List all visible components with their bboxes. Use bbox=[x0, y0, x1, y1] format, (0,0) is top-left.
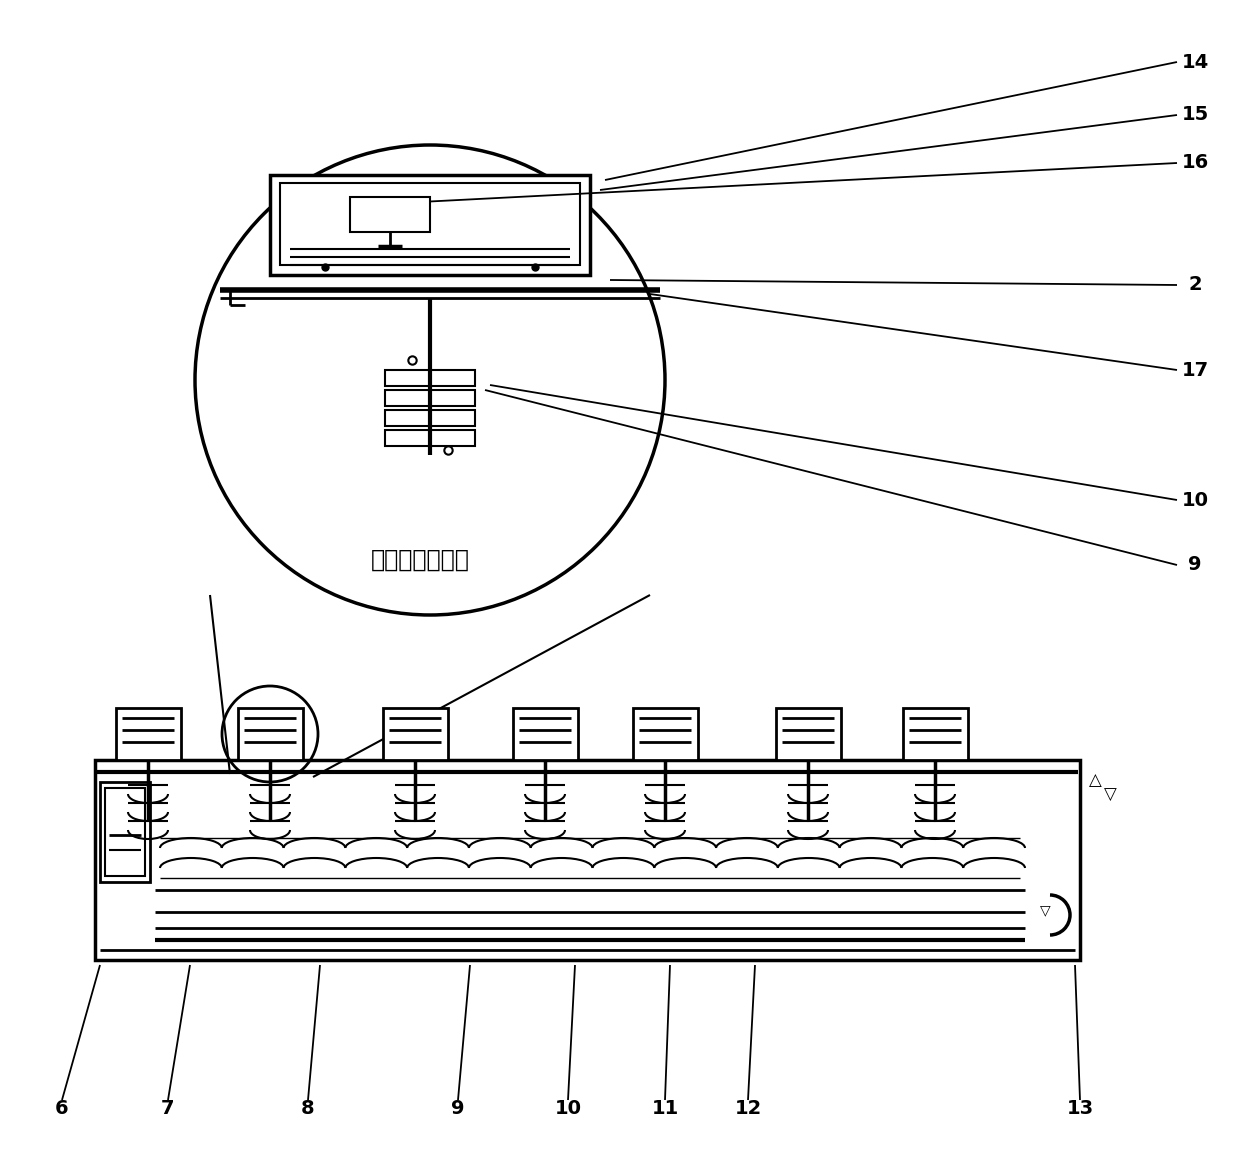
Text: 16: 16 bbox=[1182, 154, 1209, 173]
Text: 15: 15 bbox=[1182, 105, 1209, 125]
Bar bbox=[384, 371, 475, 386]
Bar bbox=[270, 175, 590, 274]
Bar bbox=[100, 782, 150, 882]
Bar bbox=[383, 708, 448, 760]
Bar bbox=[117, 708, 181, 760]
Bar bbox=[384, 390, 475, 406]
Text: 10: 10 bbox=[554, 1099, 582, 1117]
Circle shape bbox=[195, 145, 665, 615]
Text: 14: 14 bbox=[1182, 52, 1209, 72]
Text: 13: 13 bbox=[1066, 1099, 1094, 1117]
Text: 9: 9 bbox=[1188, 556, 1202, 574]
Bar bbox=[776, 708, 841, 760]
Text: 8: 8 bbox=[301, 1099, 315, 1117]
Bar bbox=[105, 787, 145, 875]
Text: 9: 9 bbox=[451, 1099, 465, 1117]
Text: （局部放大图）: （局部放大图） bbox=[371, 548, 470, 572]
Text: 2: 2 bbox=[1188, 276, 1202, 294]
Text: 11: 11 bbox=[651, 1099, 678, 1117]
Bar bbox=[513, 708, 578, 760]
Bar bbox=[903, 708, 968, 760]
Bar bbox=[384, 410, 475, 426]
Text: 6: 6 bbox=[56, 1099, 68, 1117]
Text: ▽: ▽ bbox=[1039, 903, 1050, 917]
Bar bbox=[350, 197, 430, 232]
Text: 7: 7 bbox=[161, 1099, 175, 1117]
Text: 17: 17 bbox=[1182, 360, 1209, 380]
Bar bbox=[632, 708, 698, 760]
Bar bbox=[95, 760, 1080, 960]
Text: 12: 12 bbox=[734, 1099, 761, 1117]
Text: ▽: ▽ bbox=[1104, 786, 1116, 804]
Bar bbox=[238, 708, 303, 760]
Bar bbox=[384, 430, 475, 446]
Text: △: △ bbox=[1089, 771, 1101, 789]
Text: 10: 10 bbox=[1182, 491, 1209, 510]
Bar bbox=[280, 183, 580, 265]
